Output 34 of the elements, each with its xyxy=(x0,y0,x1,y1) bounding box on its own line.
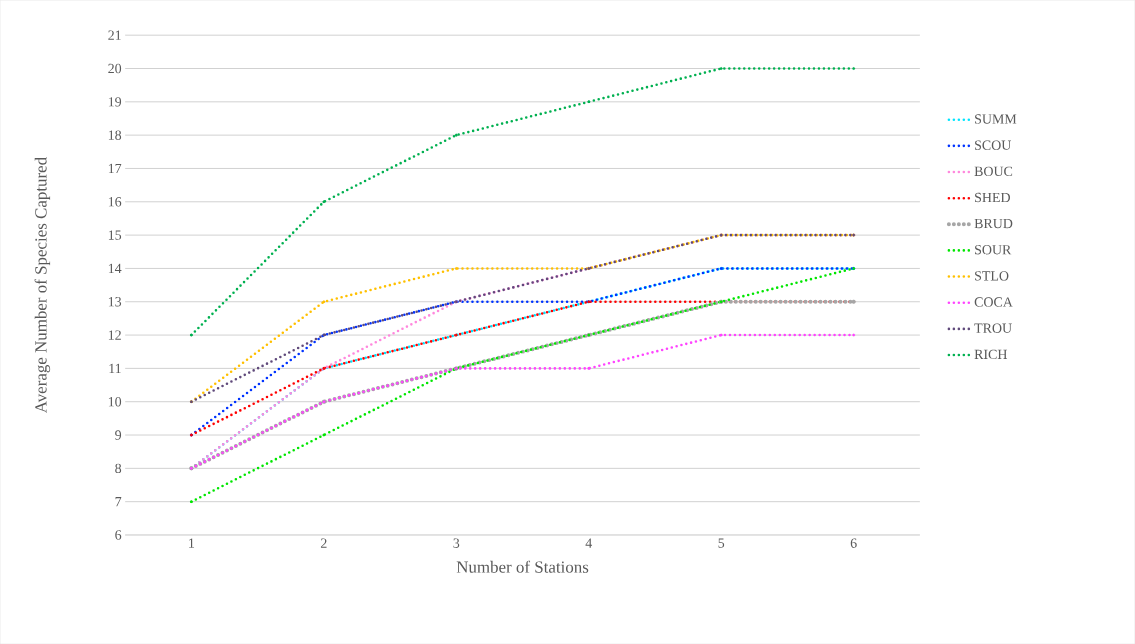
legend-label: COCA xyxy=(974,297,1013,307)
legend-label: TROU xyxy=(974,323,1012,333)
y-tick-label: 15 xyxy=(108,230,122,240)
y-tick-label: 7 xyxy=(115,497,122,507)
y-tick-label: 20 xyxy=(108,63,122,74)
legend-label: RICH xyxy=(974,349,1008,359)
y-tick-label: 17 xyxy=(108,163,122,173)
x-tick-label: 4 xyxy=(585,538,593,548)
y-tick-label: 19 xyxy=(108,97,122,107)
x-tick-label: 2 xyxy=(320,538,327,548)
y-tick-label: 13 xyxy=(108,296,122,307)
legend-label: SCOU xyxy=(975,140,1012,150)
y-tick-label: 12 xyxy=(108,330,121,340)
legend-label: SHED xyxy=(975,192,1010,203)
x-tick-label: 5 xyxy=(718,538,725,548)
x-axis-title: Number of Stations xyxy=(456,560,589,573)
y-tick-label: 21 xyxy=(108,30,121,40)
y-tick-label: 9 xyxy=(115,430,122,440)
y-tick-label: 16 xyxy=(108,197,122,207)
y-axis-title: Average Number of Species Captured xyxy=(34,157,51,414)
legend-label: BOUC xyxy=(974,166,1013,176)
x-tick-label: 1 xyxy=(189,538,195,548)
y-tick-label: 10 xyxy=(108,396,122,407)
y-tick-label: 11 xyxy=(109,363,121,373)
legend-label: SUMM xyxy=(975,114,1017,124)
legend-label: STLO xyxy=(975,271,1009,281)
x-tick-label: 3 xyxy=(453,538,460,548)
y-tick-label: 18 xyxy=(108,130,122,140)
x-tick-label: 6 xyxy=(850,538,857,548)
y-tick-label: 6 xyxy=(115,530,122,540)
y-tick-label: 14 xyxy=(108,263,122,273)
legend-label: BRUD xyxy=(974,218,1013,229)
legend-label: SOUR xyxy=(975,244,1012,255)
y-tick-label: 8 xyxy=(115,463,122,473)
